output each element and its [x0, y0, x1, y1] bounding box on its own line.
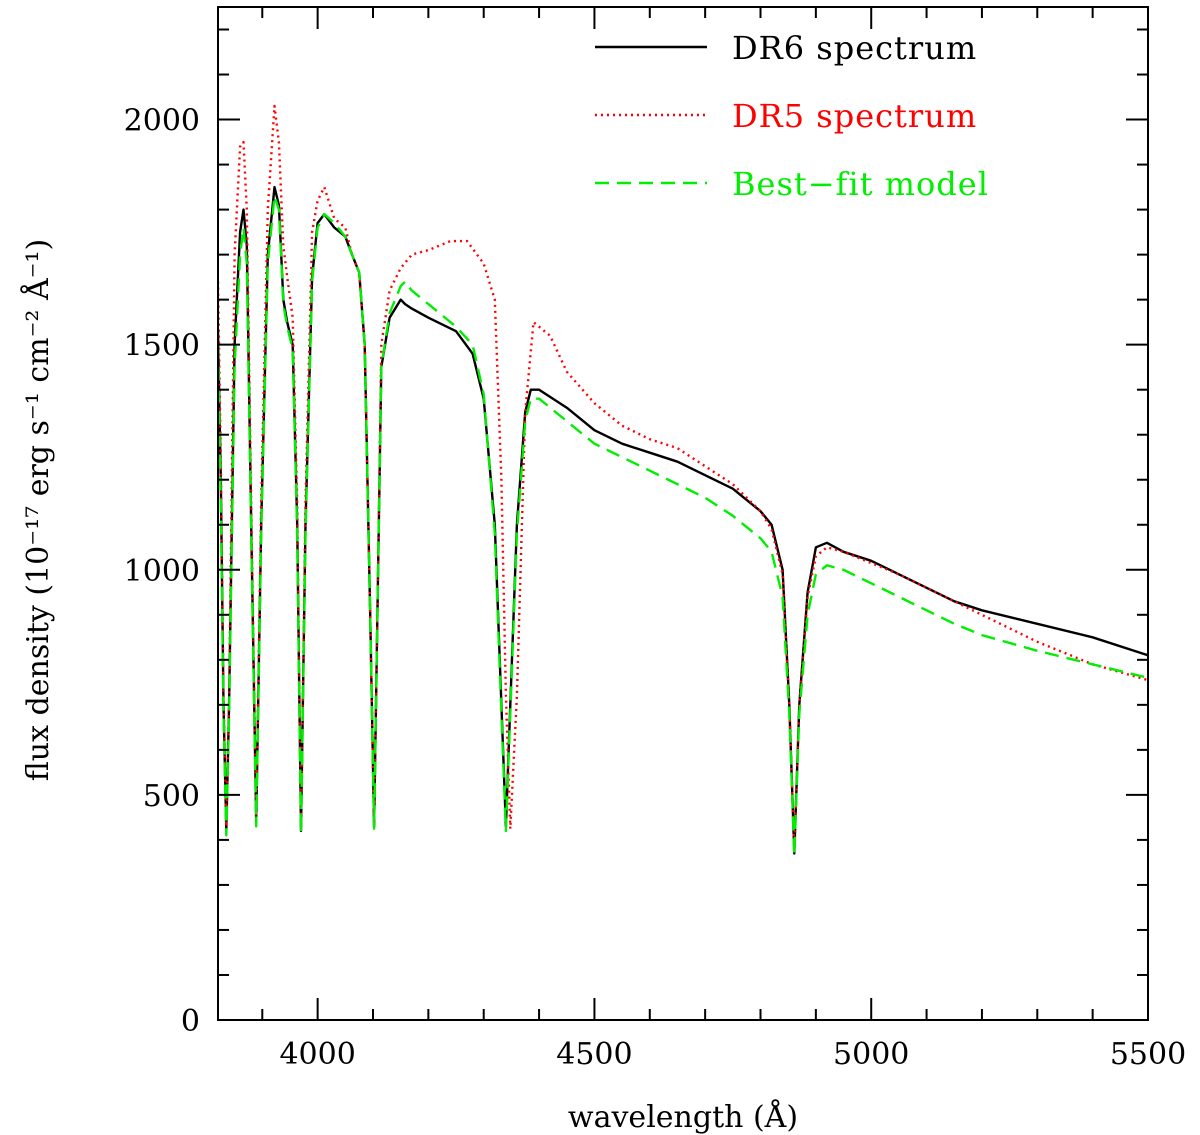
y-axis-title: flux density (10⁻¹⁷ erg s⁻¹ cm⁻² Å⁻¹) — [20, 239, 56, 781]
x-tick-label: 5000 — [833, 1037, 909, 1072]
x-tick-label: 4000 — [279, 1037, 355, 1072]
ticks — [218, 7, 1149, 1021]
x-tick-label: 5500 — [1110, 1037, 1186, 1072]
plot-area — [218, 104, 1148, 857]
series-line-1 — [218, 185, 1148, 855]
axes-frame — [217, 6, 1149, 1021]
legend: DR6 spectrum DR5 spectrum Best−fit model — [595, 29, 989, 203]
y-tick-label: 500 — [143, 779, 200, 814]
y-tick-label: 0 — [181, 1004, 200, 1039]
series-line-2 — [218, 104, 1148, 853]
y-tick-label: 1500 — [124, 329, 200, 364]
y-tick-label: 2000 — [124, 104, 200, 139]
plot-frame — [217, 6, 1149, 1021]
series-line-3 — [218, 194, 1148, 857]
x-tick-label: 4500 — [556, 1037, 632, 1072]
legend-label-1: DR6 spectrum — [732, 29, 977, 67]
y-tick-label: 1000 — [124, 554, 200, 589]
legend-label-3: Best−fit model — [732, 165, 989, 203]
x-axis-title: wavelength (Å) — [568, 1099, 798, 1135]
legend-label-2: DR5 spectrum — [732, 97, 977, 135]
tick-labels: 4000 4500 5000 5500 0 500 1000 1500 2000 — [124, 104, 1187, 1072]
